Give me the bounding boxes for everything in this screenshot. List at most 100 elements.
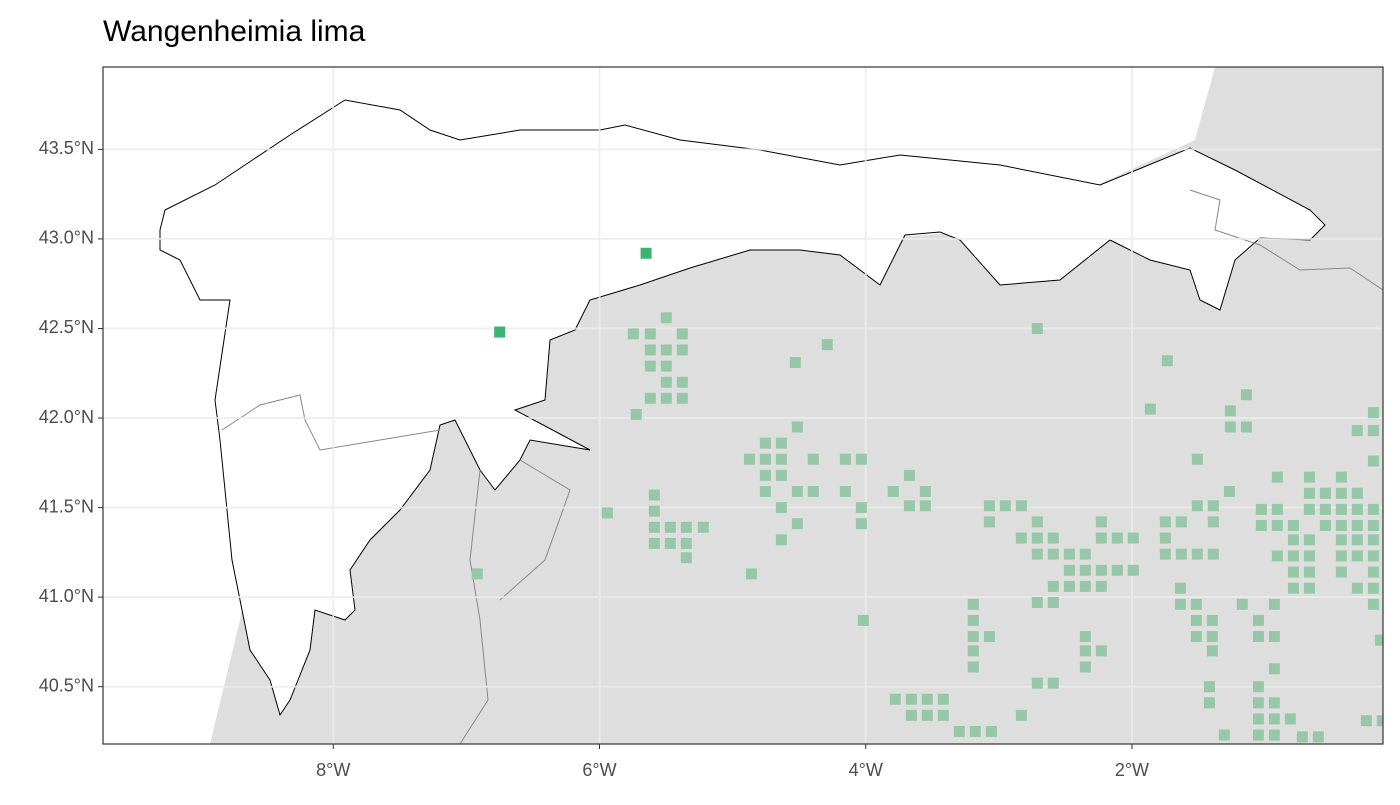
point bbox=[1319, 519, 1331, 531]
point bbox=[1335, 550, 1347, 562]
point bbox=[775, 453, 787, 465]
point bbox=[1079, 631, 1091, 643]
point bbox=[821, 339, 833, 351]
point bbox=[1127, 532, 1139, 544]
point bbox=[887, 485, 899, 497]
point bbox=[1047, 548, 1059, 560]
point bbox=[1218, 729, 1230, 741]
point bbox=[660, 360, 672, 372]
point bbox=[664, 521, 676, 533]
point bbox=[919, 500, 931, 512]
point bbox=[1174, 582, 1186, 594]
point bbox=[937, 693, 949, 705]
point bbox=[807, 453, 819, 465]
point bbox=[1252, 631, 1264, 643]
point bbox=[1206, 614, 1218, 626]
point bbox=[1207, 500, 1219, 512]
point bbox=[857, 614, 869, 626]
point bbox=[1268, 713, 1280, 725]
y-tick-label: 41.5°N bbox=[39, 496, 94, 516]
point bbox=[680, 552, 692, 564]
point bbox=[1127, 564, 1139, 576]
point bbox=[1047, 580, 1059, 592]
point bbox=[648, 521, 660, 533]
point bbox=[1303, 471, 1315, 483]
y-tick-label: 42.0°N bbox=[39, 407, 94, 427]
point bbox=[759, 485, 771, 497]
point bbox=[1367, 455, 1379, 467]
point bbox=[1367, 550, 1379, 562]
point bbox=[1240, 389, 1252, 401]
point bbox=[1015, 500, 1027, 512]
point bbox=[1079, 645, 1091, 657]
point bbox=[648, 505, 660, 517]
point bbox=[983, 631, 995, 643]
point bbox=[1271, 471, 1283, 483]
point bbox=[1236, 598, 1248, 610]
point bbox=[1161, 355, 1173, 367]
y-tick-label: 42.5°N bbox=[39, 317, 94, 337]
point bbox=[1303, 550, 1315, 562]
point bbox=[1351, 487, 1363, 499]
point bbox=[1296, 731, 1308, 743]
y-tick-label: 41.0°N bbox=[39, 586, 94, 606]
point bbox=[680, 537, 692, 549]
point bbox=[1111, 532, 1123, 544]
point bbox=[1203, 697, 1215, 709]
point bbox=[983, 516, 995, 528]
point bbox=[839, 453, 851, 465]
point bbox=[1303, 582, 1315, 594]
point bbox=[967, 645, 979, 657]
point bbox=[1312, 731, 1324, 743]
point bbox=[919, 485, 931, 497]
point bbox=[1095, 645, 1107, 657]
point bbox=[648, 537, 660, 549]
point bbox=[644, 360, 656, 372]
point bbox=[1351, 519, 1363, 531]
point bbox=[1047, 532, 1059, 544]
point bbox=[1303, 487, 1315, 499]
point bbox=[1203, 681, 1215, 693]
point bbox=[1252, 713, 1264, 725]
point bbox=[775, 437, 787, 449]
point bbox=[1335, 487, 1347, 499]
point bbox=[1159, 532, 1171, 544]
point bbox=[676, 344, 688, 356]
point bbox=[1335, 503, 1347, 515]
point bbox=[1190, 598, 1202, 610]
point bbox=[743, 453, 755, 465]
point bbox=[1255, 503, 1267, 515]
point bbox=[1287, 519, 1299, 531]
point bbox=[1319, 487, 1331, 499]
point bbox=[1284, 713, 1296, 725]
point bbox=[1287, 534, 1299, 546]
point bbox=[1015, 709, 1027, 721]
point bbox=[1287, 566, 1299, 578]
point bbox=[791, 485, 803, 497]
point bbox=[1175, 516, 1187, 528]
point bbox=[1252, 697, 1264, 709]
point bbox=[967, 598, 979, 610]
point bbox=[921, 693, 933, 705]
point bbox=[775, 469, 787, 481]
point bbox=[1268, 697, 1280, 709]
point bbox=[660, 376, 672, 388]
point bbox=[1063, 580, 1075, 592]
point bbox=[967, 661, 979, 673]
y-tick-label: 43.0°N bbox=[39, 228, 94, 248]
point bbox=[1268, 663, 1280, 675]
point bbox=[1360, 715, 1372, 727]
point bbox=[1240, 421, 1252, 433]
point bbox=[1031, 516, 1043, 528]
point bbox=[648, 489, 660, 501]
point bbox=[1144, 403, 1156, 415]
point bbox=[1252, 729, 1264, 741]
point bbox=[969, 725, 981, 737]
point bbox=[1351, 425, 1363, 437]
point bbox=[1252, 681, 1264, 693]
point bbox=[660, 392, 672, 404]
point bbox=[1367, 566, 1379, 578]
x-tick-label: 6°W bbox=[582, 760, 616, 780]
point bbox=[1303, 566, 1315, 578]
point bbox=[855, 502, 867, 514]
